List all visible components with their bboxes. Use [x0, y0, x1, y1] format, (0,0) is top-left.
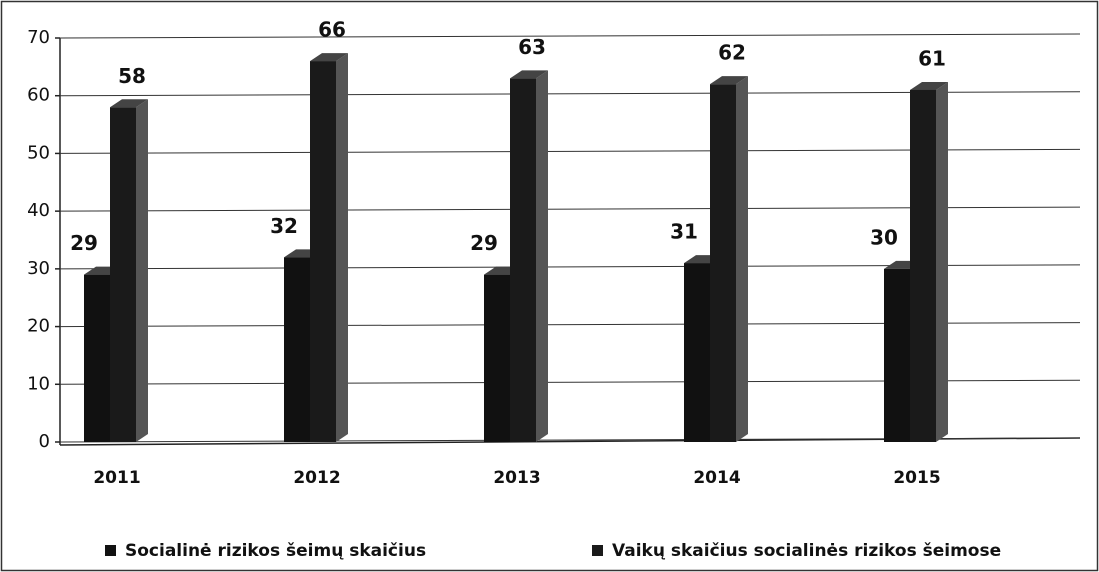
- y-tick-label: 30: [27, 258, 50, 279]
- data-label: 29: [70, 231, 98, 255]
- bar-top: [910, 81, 948, 90]
- data-label: 63: [518, 35, 546, 59]
- bar-side: [736, 76, 748, 443]
- x-tick-label: 2011: [93, 468, 140, 488]
- bar: [110, 107, 136, 442]
- y-tick-label: 60: [27, 85, 50, 106]
- y-tick-label: 50: [27, 142, 50, 163]
- data-label: 30: [870, 225, 898, 249]
- grid-line: [59, 33, 1081, 39]
- x-tick-label: 2012: [293, 468, 340, 488]
- data-label: 66: [318, 18, 346, 42]
- bar: [310, 61, 336, 442]
- data-label: 29: [470, 231, 498, 255]
- bar-side: [136, 99, 148, 442]
- bar-top: [110, 99, 148, 108]
- bar: [710, 84, 736, 443]
- bar: [84, 274, 110, 442]
- x-tick-label: 2014: [693, 468, 740, 488]
- bar: [684, 263, 710, 442]
- y-tick-label: 70: [27, 27, 50, 48]
- bar-side: [336, 53, 348, 442]
- bar-top: [710, 76, 748, 85]
- bar-top: [510, 70, 548, 79]
- y-tick-label: 10: [27, 373, 50, 394]
- bar: [910, 89, 936, 442]
- bar: [484, 274, 510, 442]
- bar: [284, 257, 310, 442]
- data-label: 32: [270, 214, 298, 238]
- legend-label: Socialinė rizikos šeimų skaičius: [125, 541, 426, 561]
- data-label: 62: [718, 41, 746, 65]
- x-tick-label: 2015: [893, 468, 940, 488]
- y-tick-label: 40: [27, 200, 50, 221]
- bar-side: [936, 81, 948, 442]
- legend-swatch: [105, 545, 116, 556]
- legend-swatch: [592, 545, 603, 556]
- data-label: 58: [118, 64, 146, 88]
- bar-side: [536, 70, 548, 443]
- y-tick-label: 0: [39, 431, 50, 452]
- x-tick-label: 2013: [493, 468, 540, 488]
- data-label: 61: [918, 46, 946, 70]
- bar: [510, 78, 536, 443]
- legend-label: Vaikų skaičius socialinės rizikos šeimos…: [612, 541, 1001, 561]
- bar: [884, 268, 910, 442]
- y-tick-label: 20: [27, 316, 50, 337]
- bar-top: [310, 53, 348, 62]
- data-label: 31: [670, 220, 698, 244]
